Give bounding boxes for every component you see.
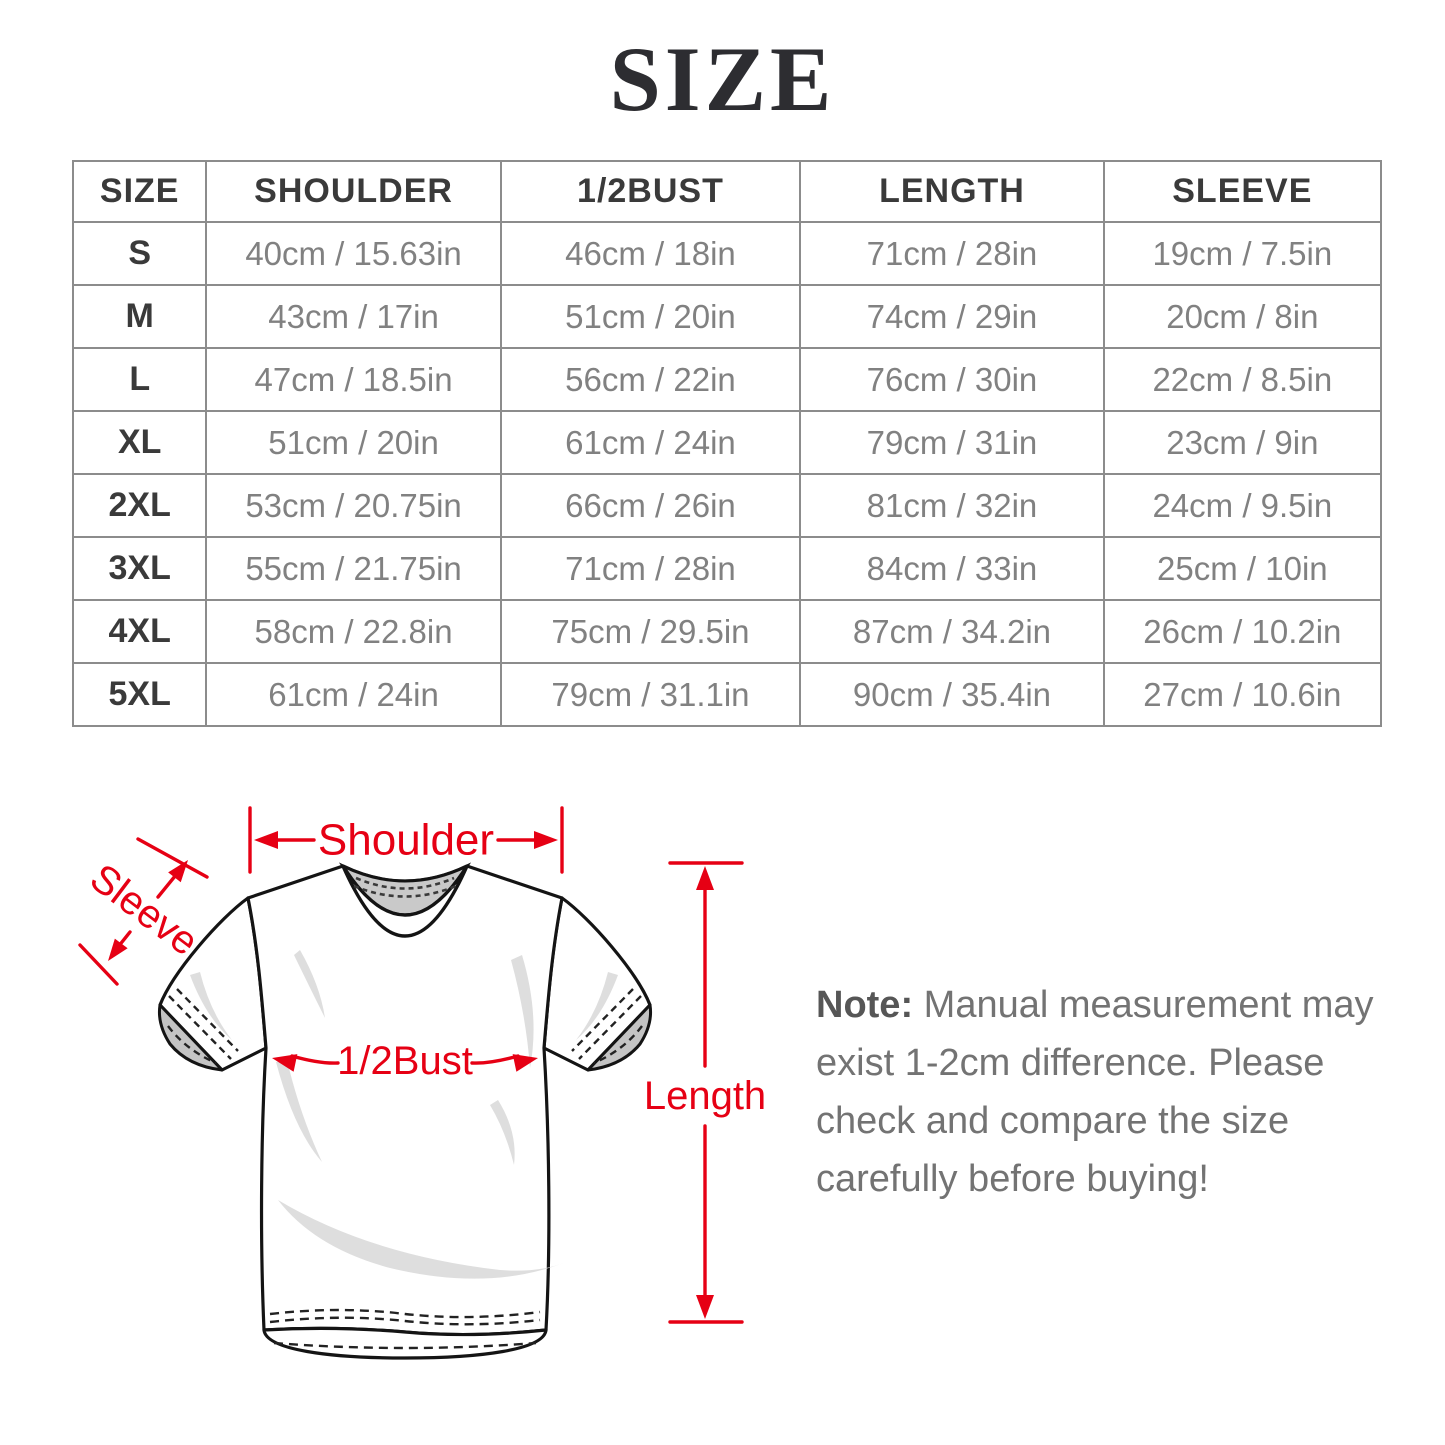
collar bbox=[338, 862, 472, 938]
table-row: L 47cm / 18.5in 56cm / 22in 76cm / 30in 22cm… bbox=[71, 347, 1383, 412]
left-cuff-opening bbox=[158, 1003, 224, 1072]
value-cell: 84cm / 33in bbox=[799, 536, 1105, 601]
value-cell: 51cm / 20in bbox=[499, 284, 802, 349]
value-cell: 61cm / 24in bbox=[499, 410, 802, 475]
value-cell: 46cm / 18in bbox=[499, 221, 802, 286]
table-row: 3XL 55cm / 21.75in 71cm / 28in 84cm / 33in 2… bbox=[71, 536, 1383, 601]
sleeve-tick-top bbox=[136, 837, 209, 879]
value-cell: 90cm / 35.4in bbox=[799, 662, 1105, 727]
value-cell: 20cm / 8in bbox=[1102, 284, 1383, 349]
size-cell: L bbox=[71, 347, 208, 412]
table-row: S 40cm / 15.63in 46cm / 18in 71cm / 28in 19c… bbox=[71, 221, 1383, 286]
value-cell: 75cm / 29.5in bbox=[499, 599, 802, 664]
note-line: Note: Manual measurement may bbox=[816, 984, 1374, 1026]
size-table: SIZE SHOULDER 1/2BUST LENGTH SLEEVE S 40cm / … bbox=[71, 160, 1383, 727]
sleeve-down-arrowhead bbox=[108, 938, 128, 961]
hem-roll bbox=[262, 1326, 548, 1360]
size-cell: S bbox=[71, 221, 208, 286]
size-cell: 3XL bbox=[71, 536, 208, 601]
value-cell: 87cm / 34.2in bbox=[799, 599, 1105, 664]
arrowheads bbox=[108, 831, 714, 1319]
table-row: 2XL 53cm / 20.75in 66cm / 26in 81cm / 32in 2… bbox=[71, 473, 1383, 538]
value-cell: 58cm / 22.8in bbox=[205, 599, 502, 664]
bust-left-arrowhead bbox=[272, 1054, 298, 1072]
size-cell: XL bbox=[71, 410, 208, 475]
value-cell: 24cm / 9.5in bbox=[1102, 473, 1383, 538]
value-cell: 25cm / 10in bbox=[1102, 536, 1383, 601]
value-cell: 23cm / 9in bbox=[1102, 410, 1383, 475]
shoulder-label: Shoulder bbox=[318, 816, 494, 865]
value-cell: 26cm / 10.2in bbox=[1102, 599, 1383, 664]
value-cell: 51cm / 20in bbox=[205, 410, 502, 475]
value-cell: 47cm / 18.5in bbox=[205, 347, 502, 412]
length-up-arrowhead bbox=[696, 866, 714, 890]
half-bust-label: 1/2Bust bbox=[337, 1039, 473, 1083]
value-cell: 53cm / 20.75in bbox=[205, 473, 502, 538]
table-row: M 43cm / 17in 51cm / 20in 74cm / 29in 20cm /… bbox=[71, 284, 1383, 349]
value-cell: 71cm / 28in bbox=[799, 221, 1105, 286]
length-label: Length bbox=[644, 1074, 766, 1118]
length-down-arrowhead bbox=[696, 1295, 714, 1319]
value-cell: 40cm / 15.63in bbox=[205, 221, 502, 286]
value-cell: 81cm / 32in bbox=[799, 473, 1105, 538]
note-text: Note: Manual measurement may exist 1-2cm… bbox=[816, 976, 1386, 1208]
shoulder-left-arrowhead bbox=[254, 831, 278, 849]
value-cell: 79cm / 31in bbox=[799, 410, 1105, 475]
sleeve-label: Sleeve bbox=[82, 856, 206, 965]
size-cell: 5XL bbox=[71, 662, 208, 727]
hem-stitches bbox=[269, 1308, 541, 1350]
sleeve-up-arrowhead bbox=[168, 860, 188, 883]
column-header: SLEEVE bbox=[1102, 160, 1383, 223]
shoulder-right-arrowhead bbox=[534, 831, 558, 849]
sleeve-tick-bottom bbox=[78, 943, 119, 986]
value-cell: 43cm / 17in bbox=[205, 284, 502, 349]
table-row: 4XL 58cm / 22.8in 75cm / 29.5in 87cm / 34.2… bbox=[71, 599, 1383, 664]
cuff-stitches bbox=[167, 988, 643, 1065]
column-header: LENGTH bbox=[799, 160, 1105, 223]
table-row: 5XL 61cm / 24in 79cm / 31.1in 90cm / 35.4in… bbox=[71, 662, 1383, 727]
bust-right-arrowhead bbox=[512, 1054, 538, 1072]
value-cell: 74cm / 29in bbox=[799, 284, 1105, 349]
value-cell: 79cm / 31.1in bbox=[499, 662, 802, 727]
value-cell: 55cm / 21.75in bbox=[205, 536, 502, 601]
note-line: exist 1-2cm difference. Please bbox=[816, 1042, 1325, 1084]
value-cell: 76cm / 30in bbox=[799, 347, 1105, 412]
value-cell: 61cm / 24in bbox=[205, 662, 502, 727]
value-cell: 19cm / 7.5in bbox=[1102, 221, 1383, 286]
value-cell: 66cm / 26in bbox=[499, 473, 802, 538]
measurement-annotations bbox=[78, 806, 744, 1324]
right-cuff-opening bbox=[586, 1003, 652, 1072]
value-cell: 27cm / 10.6in bbox=[1102, 662, 1383, 727]
note-line: check and compare the size bbox=[816, 1100, 1290, 1142]
column-header: 1/2BUST bbox=[499, 160, 802, 223]
column-header: SHOULDER bbox=[205, 160, 502, 223]
table-row: XL 51cm / 20in 61cm / 24in 79cm / 31in 23cm … bbox=[71, 410, 1383, 475]
table-header-row: SIZE SHOULDER 1/2BUST LENGTH SLEEVE bbox=[71, 160, 1383, 223]
value-cell: 22cm / 8.5in bbox=[1102, 347, 1383, 412]
value-cell: 56cm / 22in bbox=[499, 347, 802, 412]
collar-stitch bbox=[353, 884, 457, 898]
column-header: SIZE bbox=[71, 160, 208, 223]
note-line: carefully before buying! bbox=[816, 1158, 1209, 1200]
size-cell: 4XL bbox=[71, 599, 208, 664]
tshirt-measurement-diagram: Shoulder Sleeve 1/2Bust Length bbox=[78, 806, 766, 1360]
page-title: SIZE bbox=[609, 28, 836, 130]
value-cell: 71cm / 28in bbox=[499, 536, 802, 601]
collar-band bbox=[341, 865, 469, 938]
fabric-wrinkles bbox=[190, 950, 618, 1279]
note-prefix: Note: bbox=[816, 984, 914, 1026]
size-cell: M bbox=[71, 284, 208, 349]
collar-stitch bbox=[355, 876, 455, 890]
size-cell: 2XL bbox=[71, 473, 208, 538]
